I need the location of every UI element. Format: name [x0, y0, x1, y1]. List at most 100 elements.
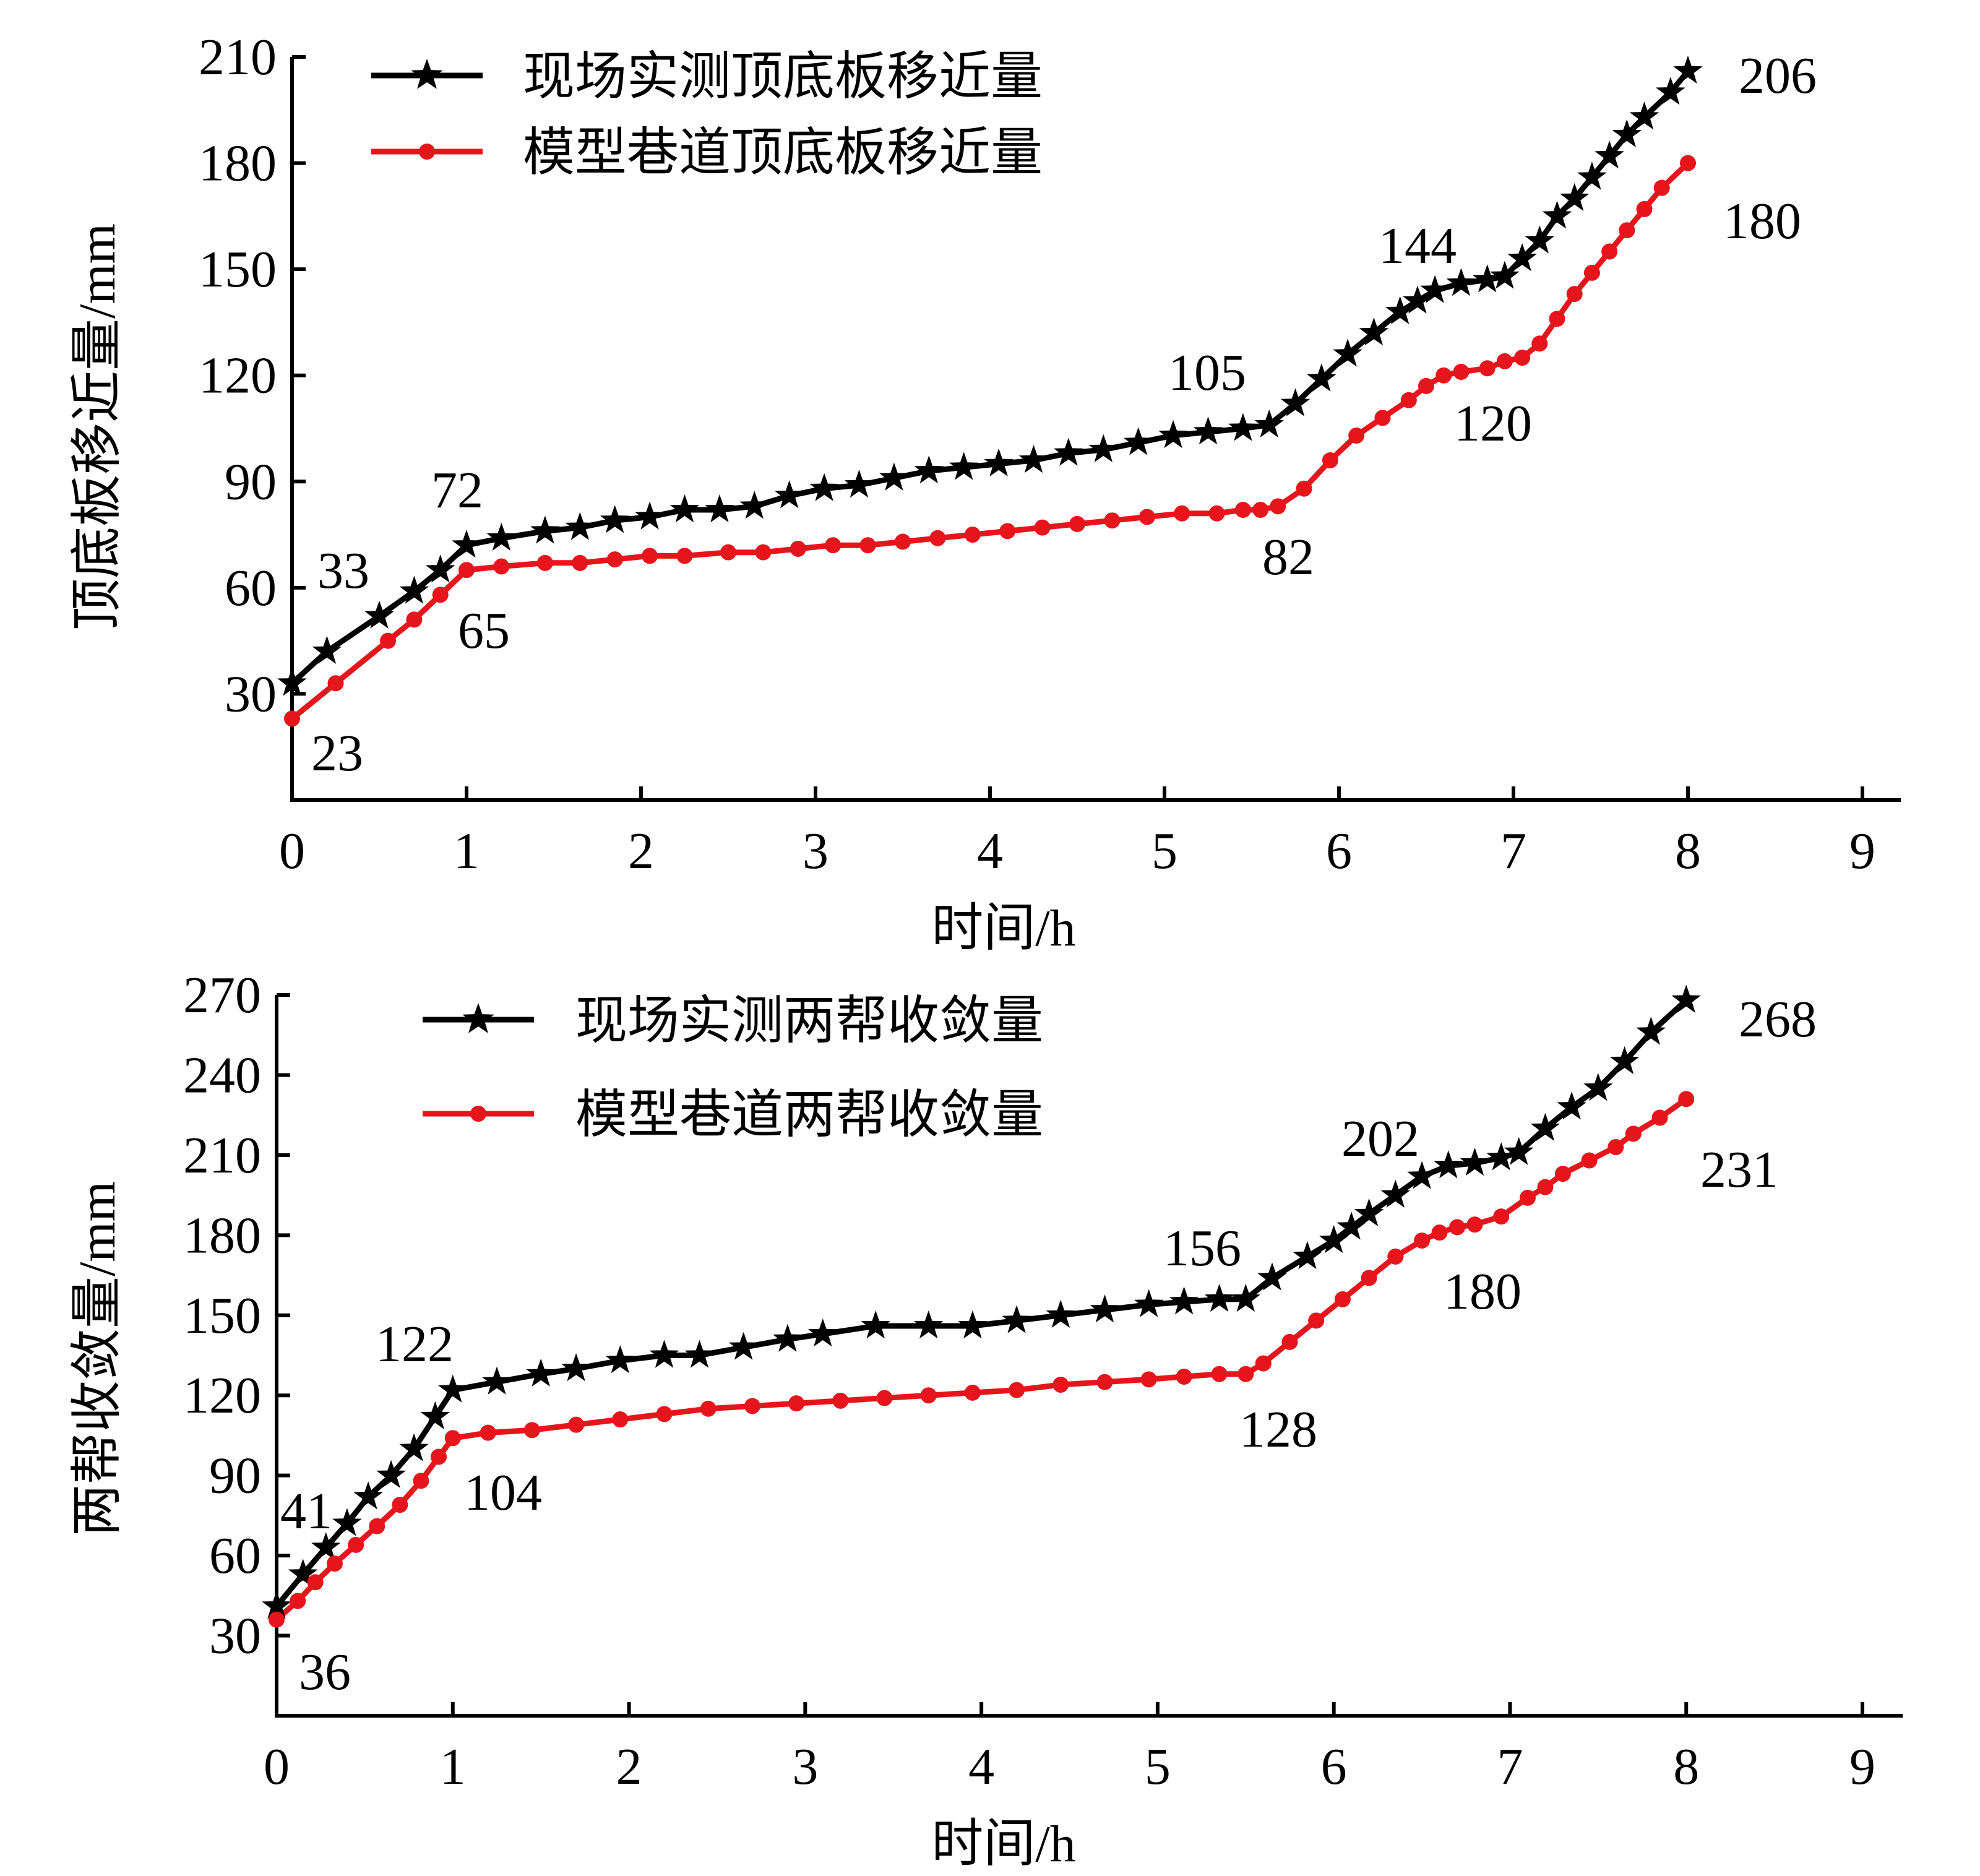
data-point-circle	[1619, 222, 1635, 239]
data-point-circle	[1431, 1224, 1448, 1241]
data-point-circle	[1096, 1374, 1113, 1390]
data-point-circle	[1549, 311, 1565, 327]
data-point-star	[600, 505, 630, 533]
data-point-star	[1002, 1305, 1031, 1333]
data-point-star	[914, 455, 944, 484]
data-point-star	[1088, 434, 1119, 462]
data-point-star	[1486, 1142, 1516, 1171]
y-tick-label: 210	[183, 1127, 261, 1184]
data-point-star	[1385, 296, 1415, 324]
annotation-180-model: 180	[1723, 192, 1801, 250]
data-point-circle	[1174, 505, 1190, 522]
data-point-circle	[1308, 1312, 1325, 1329]
annotation-41: 41	[280, 1482, 332, 1540]
annotation-128-model: 128	[1239, 1401, 1317, 1458]
data-point-circle	[307, 1574, 324, 1591]
data-point-star	[1293, 1241, 1322, 1270]
data-point-star	[1420, 275, 1450, 303]
annotations: 206 180 144 105 120 72 82 33 65 23	[311, 47, 1817, 782]
data-point-circle	[1104, 512, 1121, 529]
data-point-star	[1158, 420, 1188, 449]
data-point-circle	[327, 675, 344, 692]
data-point-star	[1090, 1294, 1120, 1323]
data-point-star	[1046, 1299, 1075, 1328]
data-point-circle	[1140, 1371, 1157, 1388]
data-point-circle	[612, 1411, 629, 1428]
data-point-star	[1254, 409, 1284, 437]
data-point-circle	[1453, 363, 1470, 380]
data-point-circle	[1208, 505, 1225, 522]
legend-item-measured: 现场实测两帮收敛量	[423, 992, 1043, 1050]
data-point-star	[1472, 264, 1502, 293]
data-point-circle	[348, 1536, 364, 1553]
x-tick-label: 0	[264, 1738, 290, 1796]
data-point-circle	[326, 1555, 343, 1572]
data-point-star	[1280, 388, 1311, 416]
data-point-star	[1673, 55, 1703, 84]
data-point-star	[1671, 984, 1701, 1013]
legend: 现场实测两帮收敛量 模型巷道两帮收敛量	[423, 992, 1043, 1144]
x-tick-label: 1	[454, 822, 480, 880]
data-point-star	[1446, 268, 1476, 296]
legend-item-measured: 现场实测顶底板移近量	[371, 48, 1043, 106]
data-point-star	[312, 635, 342, 664]
data-point-circle	[269, 1611, 285, 1628]
data-point-star	[1407, 1161, 1437, 1189]
data-point-circle	[676, 548, 693, 564]
data-point-star	[1434, 1150, 1463, 1179]
annotation-33: 33	[317, 542, 369, 600]
data-point-star	[486, 522, 517, 551]
x-tick-label: 8	[1673, 1738, 1699, 1796]
data-point-star	[288, 1559, 318, 1587]
data-point-circle	[1234, 502, 1251, 518]
data-point-star	[399, 575, 429, 604]
data-point-star	[1134, 1289, 1164, 1317]
y-tick-label: 180	[199, 135, 277, 192]
x-tick-label: 3	[803, 822, 829, 880]
data-point-circle	[825, 537, 842, 554]
y-tick-label: 30	[209, 1607, 261, 1665]
data-point-star	[1054, 437, 1083, 466]
annotation-72: 72	[431, 462, 483, 519]
legend-label-model: 模型巷道两帮收敛量	[575, 1086, 1043, 1144]
x-tick-label: 5	[1145, 1738, 1171, 1796]
data-point-circle	[1466, 1216, 1483, 1233]
data-point-star	[482, 1366, 512, 1395]
annotation-206: 206	[1739, 47, 1817, 105]
data-point-circle	[1069, 515, 1085, 532]
x-axis-title: 时间/h	[931, 900, 1075, 957]
data-point-star	[958, 1310, 988, 1339]
data-point-circle	[1493, 1208, 1510, 1225]
x-tick-label: 9	[1849, 1738, 1875, 1796]
data-point-star	[1018, 445, 1049, 473]
y-tick-label: 120	[183, 1367, 261, 1424]
data-point-star	[1228, 413, 1258, 441]
x-axis-title: 时间/h	[931, 1815, 1075, 1873]
data-point-star	[530, 515, 560, 544]
data-point-star	[1307, 363, 1336, 392]
x-tick-label: 4	[977, 822, 1003, 880]
legend: 现场实测顶底板移近量 模型巷道顶底板移近量	[371, 48, 1043, 182]
annotation-268: 268	[1739, 991, 1817, 1048]
data-point-circle	[1418, 377, 1434, 394]
data-point-circle	[1138, 509, 1155, 525]
data-point-circle	[606, 551, 623, 568]
data-point-circle	[1625, 1125, 1642, 1142]
data-point-star	[1336, 1211, 1366, 1240]
data-point-circle	[1252, 502, 1269, 518]
data-point-circle	[876, 1390, 893, 1406]
data-point-circle	[964, 1384, 981, 1401]
y-tick-label: 150	[199, 241, 277, 298]
data-point-star	[399, 1433, 429, 1461]
data-point-star	[526, 1358, 556, 1387]
data-point-circle	[790, 540, 806, 557]
annotation-65-model: 65	[458, 602, 510, 660]
data-point-star	[1257, 1262, 1287, 1291]
data-point-circle	[1531, 335, 1548, 352]
data-point-circle	[1636, 200, 1653, 217]
data-point-star	[438, 1374, 468, 1403]
x-tick-label: 6	[1321, 1738, 1347, 1796]
data-point-star	[376, 1460, 406, 1488]
annotations: 268 231 202 156 180 122 128 41 104 36	[280, 991, 1817, 1701]
annotation-122: 122	[376, 1315, 454, 1373]
